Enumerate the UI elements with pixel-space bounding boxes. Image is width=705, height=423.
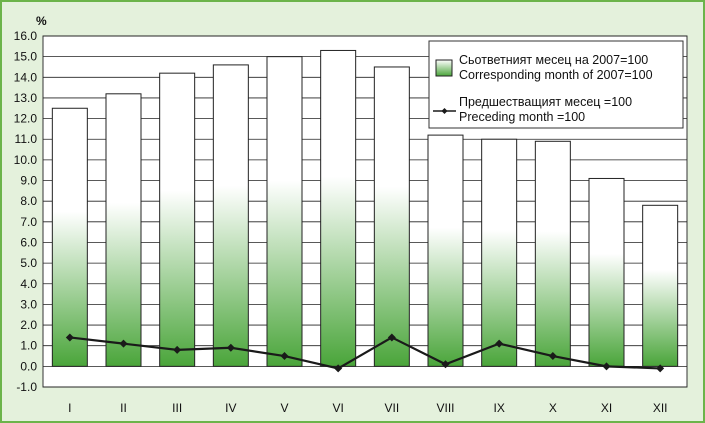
y-tick-label: 13.0 xyxy=(14,91,38,105)
legend-line-line1: Предшестващият месец =100 xyxy=(459,95,632,109)
x-tick-label: XII xyxy=(653,401,668,415)
line-point xyxy=(441,360,450,369)
y-tick-label: 14.0 xyxy=(14,70,38,84)
y-tick-label: 5.0 xyxy=(20,256,37,270)
x-tick-label: VI xyxy=(332,401,343,415)
legend: Сьответният месец на 2007=100 Correspond… xyxy=(428,40,684,129)
line-point xyxy=(226,343,235,352)
y-tick-label: -1.0 xyxy=(16,380,37,394)
y-tick-label: 6.0 xyxy=(20,235,37,249)
line-point xyxy=(602,362,611,371)
y-tick-label: 15.0 xyxy=(14,50,38,64)
bar-series xyxy=(51,49,679,367)
x-tick-label: VII xyxy=(384,401,399,415)
legend-bars-line2: Corresponding month of 2007=100 xyxy=(459,68,653,82)
y-tick-label: 0.0 xyxy=(20,359,37,373)
legend-swatch-bars xyxy=(435,59,453,77)
legend-swatch-marker xyxy=(441,108,448,114)
y-tick-label: 2.0 xyxy=(20,318,37,332)
bar xyxy=(373,66,410,367)
y-tick-label: 7.0 xyxy=(20,215,37,229)
legend-bars-line1: Сьответният месец на 2007=100 xyxy=(459,53,648,67)
y-tick-label: 8.0 xyxy=(20,194,37,208)
y-tick-label: 4.0 xyxy=(20,277,37,291)
line-point xyxy=(387,333,396,342)
x-tick-label: X xyxy=(549,401,557,415)
y-axis-label: % xyxy=(36,14,47,28)
y-tick-label: 10.0 xyxy=(14,153,38,167)
y-tick-label: 1.0 xyxy=(20,339,37,353)
bar xyxy=(534,140,571,367)
bar xyxy=(481,138,518,367)
line-point xyxy=(495,339,504,348)
legend-box xyxy=(428,40,684,129)
line-point xyxy=(119,339,128,348)
bar xyxy=(105,93,142,367)
line-series-path xyxy=(69,336,661,370)
line-point xyxy=(656,364,665,373)
y-tick-label: 16.0 xyxy=(14,29,38,43)
bar xyxy=(427,134,464,367)
line-series xyxy=(65,333,665,373)
x-axis-ticks: I II III IV V VI VII VIII IX X XI XII xyxy=(68,401,667,415)
x-tick-label: V xyxy=(280,401,288,415)
y-axis-ticks: 16.0 15.0 14.0 13.0 12.0 11.0 10.0 9.0 8.0 7.0 6.0… xyxy=(14,29,38,394)
y-tick-label: 3.0 xyxy=(20,297,37,311)
x-tick-label: III xyxy=(172,401,182,415)
y-tick-label: 12.0 xyxy=(14,112,38,126)
line-point xyxy=(334,364,343,373)
x-tick-label: XI xyxy=(601,401,612,415)
line-point xyxy=(280,352,289,361)
y-tick-label: 11.0 xyxy=(15,132,38,146)
line-point xyxy=(65,333,74,342)
bar xyxy=(588,177,625,367)
y-tick-label: 9.0 xyxy=(20,174,37,188)
bar xyxy=(320,49,357,367)
bar xyxy=(51,107,88,367)
bar xyxy=(642,204,679,367)
bar xyxy=(266,56,303,367)
x-tick-label: I xyxy=(68,401,71,415)
x-tick-label: VIII xyxy=(436,401,454,415)
line-point xyxy=(548,352,557,361)
x-tick-label: IV xyxy=(225,401,236,415)
bar xyxy=(212,64,249,367)
bar xyxy=(159,72,196,367)
legend-line-line2: Preceding month =100 xyxy=(459,110,585,124)
line-point xyxy=(173,345,182,354)
x-tick-label: IX xyxy=(493,401,504,415)
x-tick-label: II xyxy=(120,401,127,415)
